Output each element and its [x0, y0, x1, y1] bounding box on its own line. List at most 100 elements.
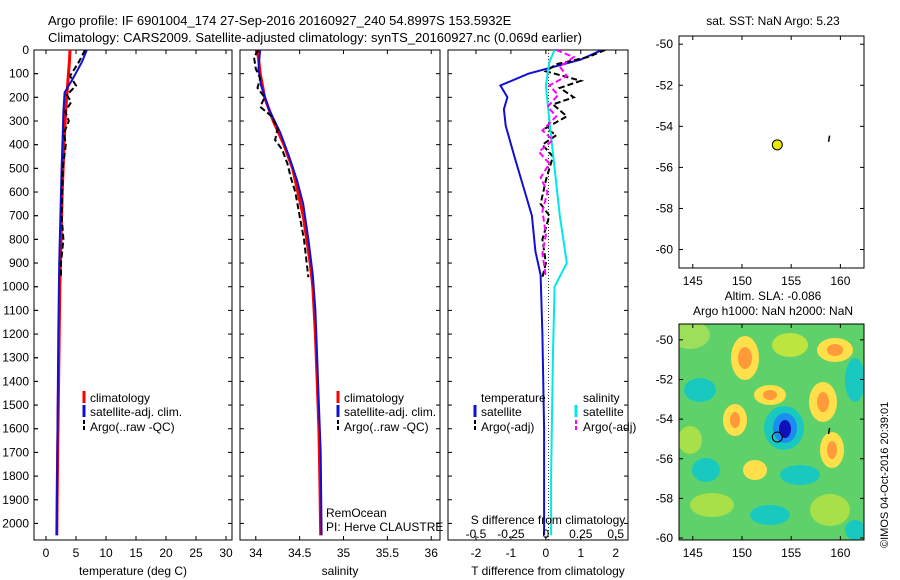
- depth-tick-label: 200: [9, 90, 29, 104]
- sla-blob: [750, 505, 790, 525]
- y-tick-label: -52: [656, 78, 674, 92]
- x-tick-label: 145: [683, 546, 703, 560]
- x-tick-label: 160: [830, 546, 850, 560]
- depth-tick-label: 500: [9, 161, 29, 175]
- sla-blob: [845, 358, 864, 402]
- x-tick-label: 10: [99, 546, 113, 560]
- x-tick-label: 15: [129, 546, 143, 560]
- sla-map-title-1: Altim. SLA: -0.086: [725, 289, 822, 303]
- sla-blob: [845, 520, 864, 540]
- depth-tick-label: 1600: [2, 422, 29, 436]
- sst-map-frame: [678, 35, 865, 269]
- x-tick-label: 0: [543, 546, 550, 560]
- x-tick-label: 2: [612, 546, 619, 560]
- salinity-plot: [240, 50, 440, 536]
- x-tick-label: 0: [43, 546, 50, 560]
- sla-blob: [730, 412, 740, 428]
- sla-blob: [763, 390, 777, 400]
- sla-blob: [817, 392, 829, 412]
- temperature-plot: [34, 50, 232, 536]
- series-argo-raw-qc: [60, 50, 86, 278]
- x-tick-label: 34.5: [288, 546, 312, 560]
- legend-label-satellite: satellite-adj. clim.: [90, 405, 182, 419]
- sla-blob: [743, 460, 767, 480]
- temperature-x-label: temperature (deg C): [79, 564, 187, 578]
- top-tick-label: -0.5: [466, 527, 487, 541]
- y-tick-label: -56: [656, 160, 674, 174]
- depth-tick-label: 1000: [2, 280, 29, 294]
- depth-tick-label: 1500: [2, 398, 29, 412]
- depth-axis: 0 100 200 300 400 500 600 700 800 900 1000 1100 1200…: [2, 43, 38, 530]
- series-salinity-satellite: [544, 50, 568, 536]
- x-tick-label: 36: [425, 546, 439, 560]
- credit-project: RemOcean: [326, 506, 387, 520]
- legend-head-temperature: temperature: [481, 391, 546, 405]
- sla-blob: [772, 333, 808, 357]
- legend-label-argo: Argo(..raw -QC): [344, 420, 429, 434]
- series-temperature-satellite: [498, 50, 603, 536]
- depth-tick-label: 1900: [2, 493, 29, 507]
- difference-plot: [448, 50, 628, 536]
- depth-tick-label: 900: [9, 256, 29, 270]
- difference-top-label: S difference from climatology: [471, 513, 626, 527]
- x-tick-label: 155: [781, 274, 801, 288]
- depth-tick-label: 0: [22, 43, 29, 57]
- y-tick-label: -60: [656, 243, 674, 257]
- x-tick-label: 30: [219, 546, 233, 560]
- header-line-1: Argo profile: IF 6901004_174 27-Sep-2016…: [48, 13, 512, 28]
- y-tick-label: -54: [656, 412, 674, 426]
- difference-legend: temperature salinity satellite Argo(-adj…: [473, 391, 636, 434]
- temperature-x-ticks: 0 5 10 15 20 25 30: [43, 50, 233, 560]
- sla-blob: [692, 458, 720, 482]
- depth-tick-label: 100: [9, 67, 29, 81]
- x-tick-label: 145: [683, 274, 703, 288]
- sla-blob: [827, 344, 843, 356]
- y-tick-label: -50: [656, 37, 674, 51]
- track-mark: [827, 427, 831, 435]
- header-line-2: Climatology: CARS2009. Satellite-adjuste…: [48, 30, 582, 45]
- depth-tick-label: 1700: [2, 445, 29, 459]
- x-tick-label: 35: [337, 546, 351, 560]
- legend-label-sal-argo: Argo(-adj): [583, 420, 636, 434]
- top-tick-label: 0: [543, 527, 550, 541]
- series-argo-raw-qc: [252, 50, 310, 278]
- sla-heatmap: [679, 324, 864, 540]
- depth-tick-label: 800: [9, 232, 29, 246]
- y-tick-label: -50: [656, 333, 674, 347]
- x-tick-label: 35.5: [376, 546, 400, 560]
- x-tick-label: -2: [471, 546, 482, 560]
- x-tick-label: 150: [732, 274, 752, 288]
- series-salinity-argo-adj: [537, 50, 576, 278]
- legend-label-temp-satellite: satellite: [481, 405, 522, 419]
- y-tick-label: -60: [656, 531, 674, 545]
- x-tick-label: 150: [732, 546, 752, 560]
- y-tick-label: -56: [656, 452, 674, 466]
- depth-tick-label: 300: [9, 114, 29, 128]
- top-tick-label: 0.25: [569, 527, 593, 541]
- sla-blob: [690, 493, 734, 517]
- temperature-panel-frame: [33, 49, 233, 541]
- legend-label-sal-satellite: satellite: [583, 405, 624, 419]
- imos-timestamp: ©IMOS 04-Oct-2016 20:39:01: [879, 402, 891, 548]
- y-tick-label: -58: [656, 491, 674, 505]
- depth-tick-label: 1100: [3, 303, 29, 317]
- legend-label-satellite: satellite-adj. clim.: [344, 405, 436, 419]
- depth-tick-label: 1300: [2, 351, 29, 365]
- difference-x-label: T difference from climatology: [471, 564, 625, 578]
- argo-position-marker: [771, 139, 783, 151]
- legend-label-argo: Argo(..raw -QC): [90, 420, 175, 434]
- sla-blob: [810, 494, 850, 526]
- credit-pi: PI: Herve CLAUSTRE: [326, 520, 443, 534]
- x-tick-label: 34: [249, 546, 263, 560]
- track-mark: [827, 135, 831, 142]
- series-temperature-argo-adj: [539, 50, 606, 278]
- argo-position-marker: [771, 431, 783, 443]
- sst-map-marks: [771, 135, 831, 151]
- sla-map-title-2: Argo h1000: NaN h2000: NaN: [693, 304, 853, 318]
- legend-label-temp-argo: Argo(-adj): [481, 420, 534, 434]
- depth-tick-label: 700: [9, 209, 29, 223]
- x-tick-label: -1: [506, 546, 517, 560]
- x-tick-label: 20: [159, 546, 173, 560]
- x-tick-label: 5: [73, 546, 80, 560]
